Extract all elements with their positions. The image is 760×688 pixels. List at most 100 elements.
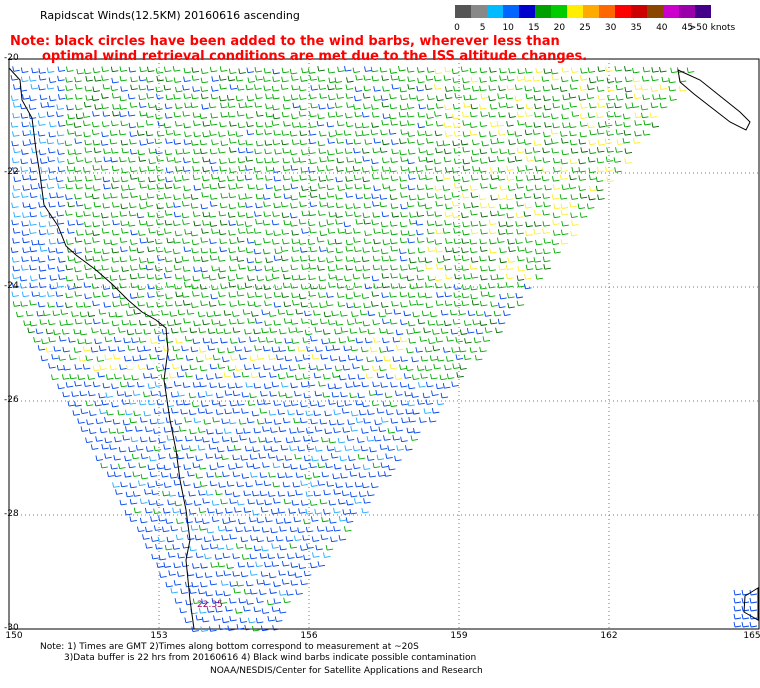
wind-barb [378, 426, 386, 433]
wind-barb [258, 337, 266, 343]
wind-barb [580, 68, 588, 74]
wind-barb [506, 121, 514, 127]
wind-barb [48, 221, 56, 227]
wind-barb [218, 320, 227, 327]
wind-barb [490, 138, 498, 145]
wind-barb [317, 65, 325, 72]
wind-barb [174, 598, 183, 604]
wind-barb [140, 473, 149, 480]
wind-barb [223, 372, 232, 378]
wind-barb [48, 336, 56, 343]
wind-barb [345, 112, 353, 119]
wind-barb [383, 355, 392, 362]
wind-barb [452, 167, 460, 173]
wind-barb [164, 544, 173, 551]
wind-barb [198, 608, 207, 614]
wind-barb [276, 354, 284, 361]
wind-barb [301, 318, 309, 324]
wind-barb [200, 203, 209, 210]
wind-barb [323, 508, 331, 515]
wind-barb [363, 75, 371, 81]
wind-barb [306, 346, 314, 352]
wind-barb [578, 175, 586, 181]
wind-barb [313, 372, 322, 379]
wind-barb [311, 536, 320, 542]
wind-barb [127, 184, 136, 191]
wind-barb [263, 67, 272, 74]
wind-barb [270, 427, 278, 433]
wind-barb [196, 356, 204, 363]
wind-barb [264, 320, 272, 327]
wind-barb [381, 166, 390, 172]
wind-barb [333, 409, 341, 416]
wind-barb [480, 111, 488, 117]
wind-barb [20, 265, 29, 271]
wind-barb [128, 462, 136, 469]
wind-barb [596, 128, 605, 135]
wind-barb [407, 158, 415, 165]
wind-barb [293, 516, 302, 523]
wind-barb [171, 407, 179, 414]
wind-barb [61, 329, 70, 335]
wind-barb [678, 86, 687, 92]
wind-barb [294, 453, 302, 460]
wind-barb [466, 327, 475, 334]
wind-barb [273, 581, 281, 587]
wind-barb [219, 121, 227, 128]
wind-barb [345, 192, 353, 198]
wind-barb [206, 374, 214, 380]
wind-barb [299, 104, 307, 111]
wind-barb [12, 131, 20, 137]
wind-barb [199, 113, 208, 119]
wind-barb [424, 84, 433, 91]
wind-barb [425, 282, 433, 288]
wind-barb [243, 605, 251, 612]
wind-barb [470, 174, 479, 181]
wind-barb [234, 507, 242, 513]
wind-barb [82, 364, 91, 370]
wind-barb [261, 545, 269, 552]
wind-barb [346, 499, 354, 506]
wind-barb [38, 112, 46, 119]
wind-barb [283, 318, 292, 324]
wind-barb [139, 237, 148, 244]
wind-barb [634, 84, 642, 90]
wind-barb [301, 210, 310, 217]
wind-barb [419, 417, 427, 423]
wind-barb [410, 435, 419, 441]
wind-barb [283, 401, 291, 407]
wind-barb [303, 392, 312, 399]
wind-barb [218, 291, 226, 297]
wind-barb [272, 462, 281, 469]
wind-barb [463, 203, 471, 209]
wind-barb [328, 94, 336, 101]
wind-barb [194, 517, 203, 523]
wind-barb [408, 338, 417, 344]
wind-barb [36, 310, 44, 317]
wind-barb [319, 418, 328, 425]
wind-barb [480, 174, 489, 181]
wind-barb [344, 445, 352, 451]
wind-barb [596, 86, 605, 92]
wind-barb [130, 265, 138, 271]
wind-barb [83, 101, 92, 108]
wind-barb [128, 446, 136, 453]
wind-barb [228, 68, 237, 75]
wind-barb [228, 281, 237, 288]
wind-barb [165, 282, 174, 288]
wind-barb [38, 84, 46, 91]
wind-barb [213, 615, 221, 621]
wind-barb [325, 462, 333, 469]
wind-barb [282, 417, 291, 424]
wind-barb [247, 265, 255, 272]
wind-barb [246, 129, 255, 136]
wind-barb [335, 212, 343, 218]
wind-barb [473, 337, 482, 343]
wind-barb [454, 264, 463, 271]
wind-barb [460, 139, 469, 146]
wind-barb [405, 365, 414, 371]
wind-barb [173, 238, 181, 244]
wind-barb [323, 311, 332, 318]
wind-barb [350, 410, 359, 417]
wind-barb [250, 472, 258, 478]
